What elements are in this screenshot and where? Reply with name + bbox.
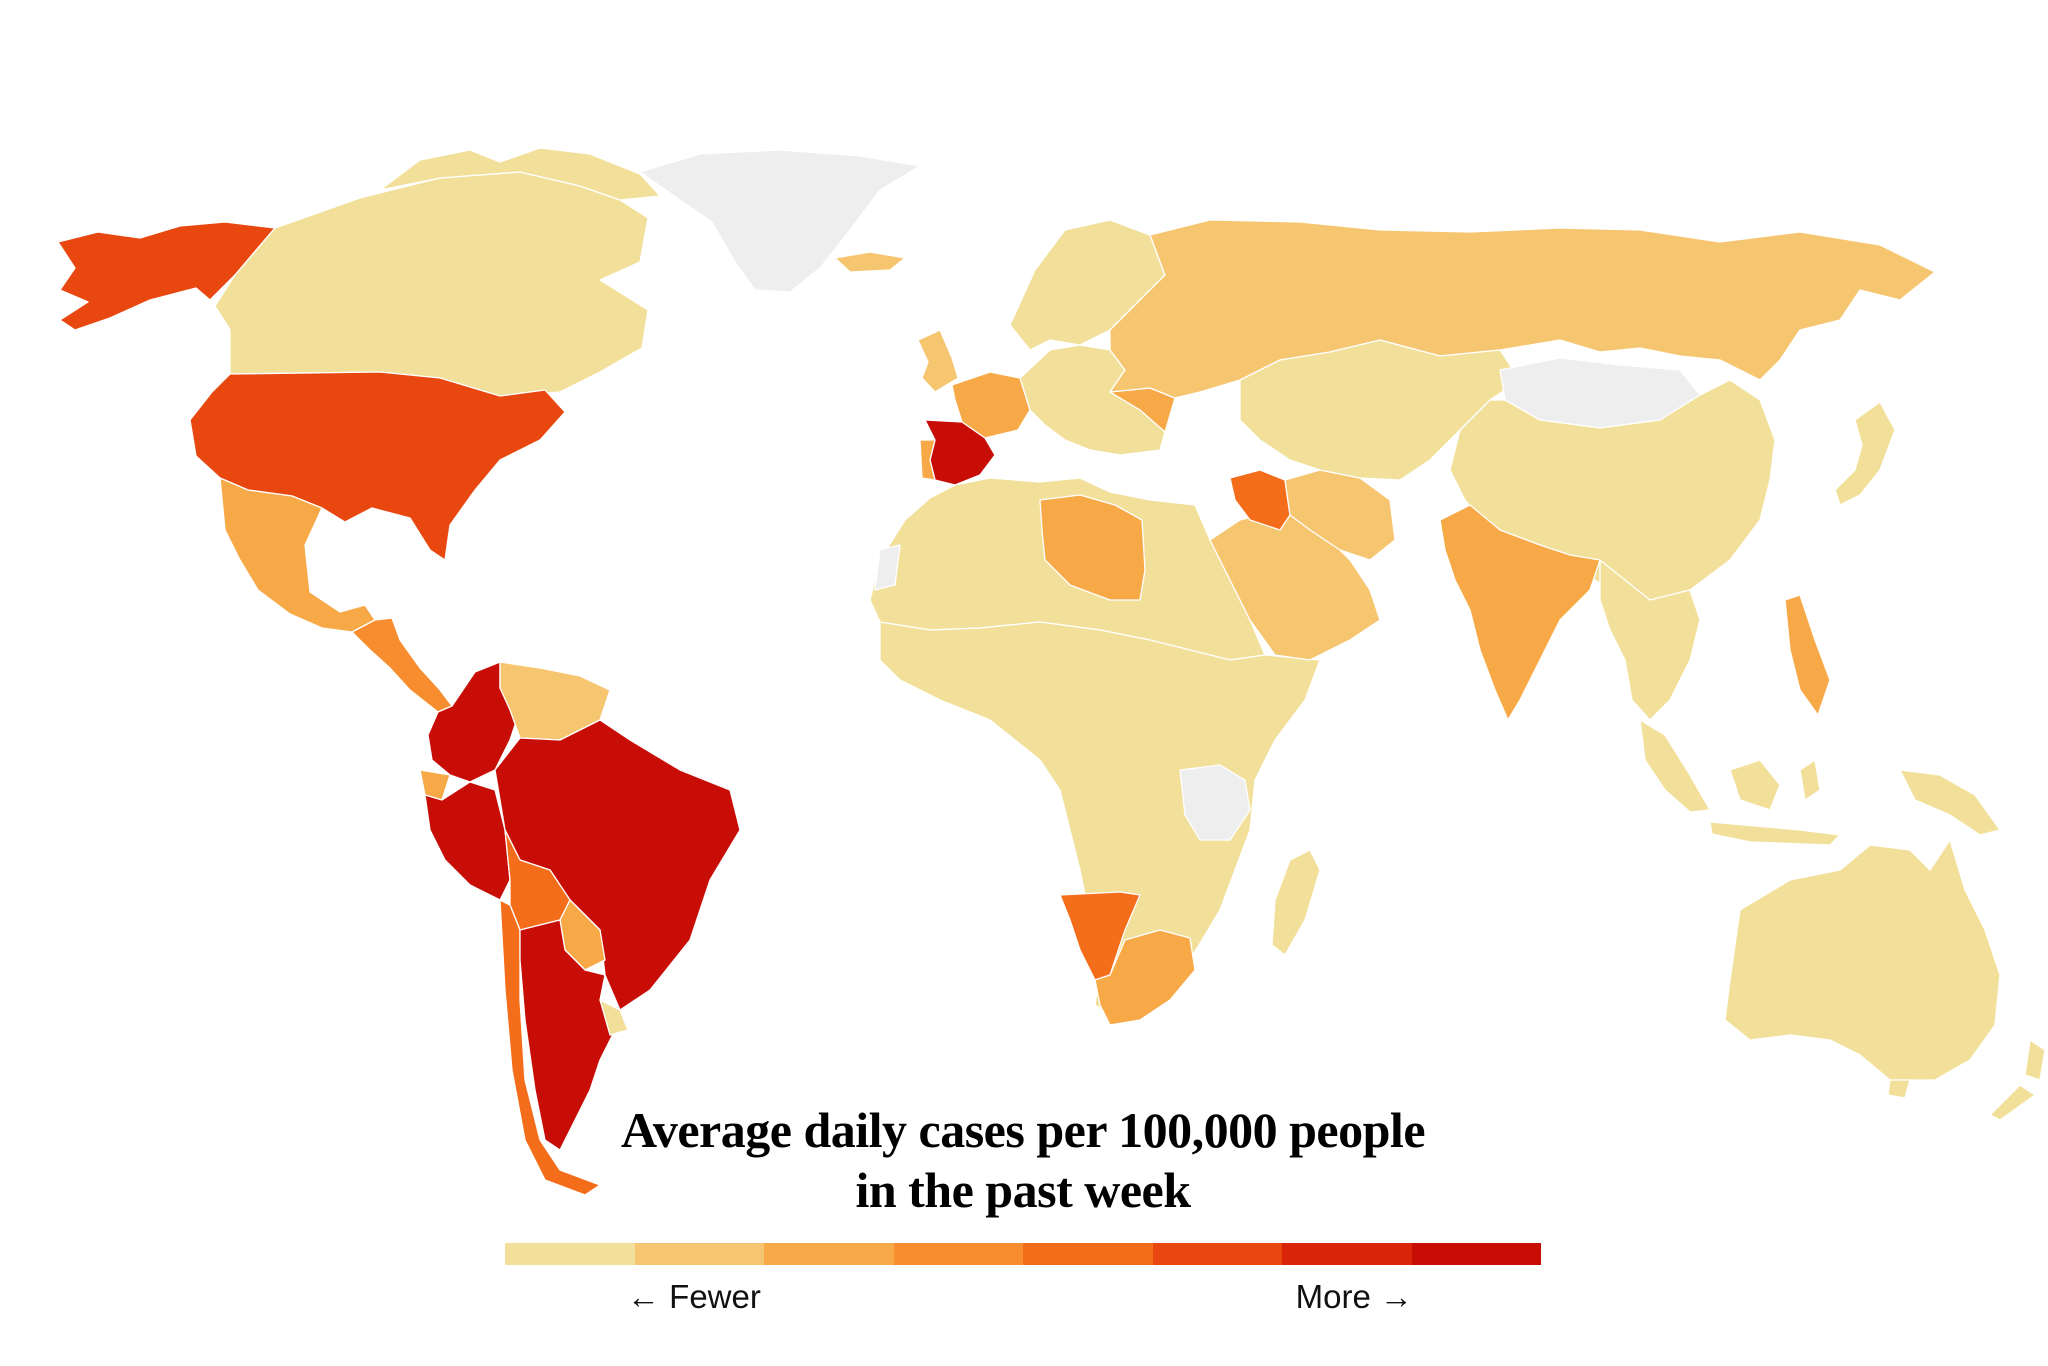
legend-fewer-label: ← Fewer: [627, 1278, 761, 1315]
region-alaska[interactable]: [57, 221, 276, 331]
region-sub-saharan-africa[interactable]: [879, 621, 1321, 1021]
region-argentina[interactable]: [519, 919, 616, 1151]
region-peru[interactable]: [424, 781, 511, 901]
region-united-kingdom[interactable]: [917, 329, 959, 393]
legend-color-scale: [505, 1243, 1541, 1265]
legend-step-1: [505, 1243, 635, 1265]
legend-step-2: [634, 1243, 764, 1265]
legend: Average daily cases per 100,000 people i…: [505, 1100, 1541, 1315]
legend-step-3: [764, 1243, 894, 1265]
region-west-sahara[interactable]: [874, 544, 901, 591]
region-iceland[interactable]: [834, 251, 906, 273]
region-colombia[interactable]: [427, 661, 521, 783]
region-south-africa[interactable]: [1094, 929, 1196, 1026]
region-united-states[interactable]: [189, 371, 566, 561]
region-russia[interactable]: [1109, 219, 1936, 399]
legend-step-7: [1282, 1243, 1412, 1265]
region-canada[interactable]: [214, 171, 649, 397]
legend-step-5: [1023, 1243, 1153, 1265]
legend-title: Average daily cases per 100,000 people i…: [505, 1100, 1541, 1220]
legend-step-6: [1152, 1243, 1282, 1265]
legend-step-8: [1411, 1243, 1541, 1265]
region-central-america[interactable]: [351, 617, 453, 713]
region-uruguay[interactable]: [599, 999, 629, 1036]
legend-more-label: More →: [1295, 1278, 1413, 1315]
legend-step-4: [893, 1243, 1023, 1265]
legend-title-line-1: Average daily cases per 100,000 people: [620, 1102, 1426, 1158]
region-iraq[interactable]: [1229, 469, 1291, 531]
region-greenland[interactable]: [639, 149, 921, 293]
region-papua-new-guinea[interactable]: [1899, 769, 2001, 836]
legend-title-line-2: in the past week: [855, 1162, 1191, 1218]
region-australia[interactable]: [1724, 839, 2001, 1081]
region-new-zealand[interactable]: [1989, 1039, 2046, 1121]
region-southeast-asia[interactable]: [1599, 559, 1701, 721]
region-tasmania[interactable]: [1887, 1079, 1911, 1099]
region-france[interactable]: [951, 371, 1031, 439]
region-portugal[interactable]: [919, 439, 936, 481]
region-tanzania[interactable]: [1179, 764, 1251, 841]
region-philippines[interactable]: [1784, 594, 1831, 716]
region-india[interactable]: [1439, 504, 1601, 721]
region-japan[interactable]: [1834, 401, 1896, 506]
region-canada-islands[interactable]: [379, 147, 661, 201]
region-mexico[interactable]: [219, 477, 376, 633]
region-libya[interactable]: [1039, 494, 1146, 601]
region-madagascar[interactable]: [1271, 849, 1321, 956]
region-indonesia[interactable]: [1639, 719, 1841, 846]
